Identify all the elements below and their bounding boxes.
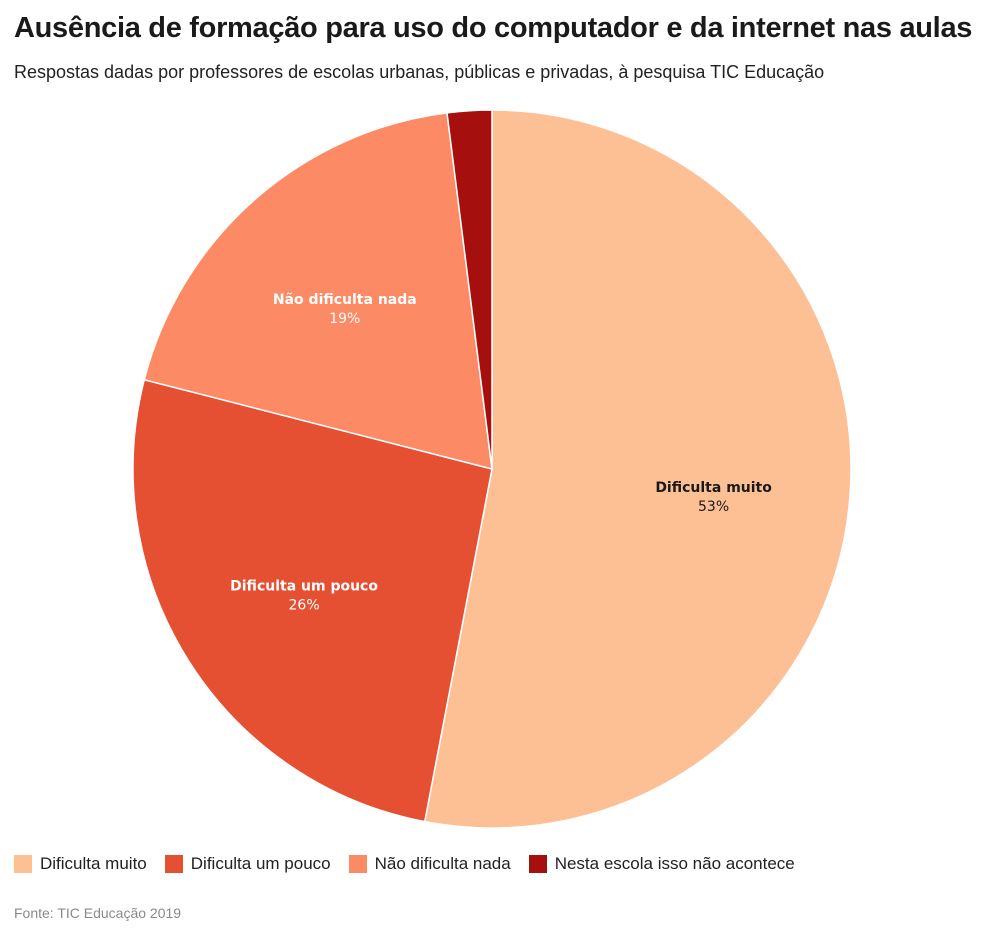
slice-value-dificulta-muito: 53% — [698, 499, 729, 515]
legend-swatch — [164, 855, 183, 873]
legend-item-dificulta-muito: Dificulta muito — [14, 854, 147, 874]
pie-chart: Dificulta muito 53% Dificulta um pouco 26% N… — [132, 109, 852, 829]
slice-value-dificulta-um-pouco: 26% — [289, 597, 320, 613]
pie-slice-dificulta-muito — [423, 109, 852, 829]
legend-swatch — [14, 855, 32, 873]
legend-swatch — [528, 855, 547, 873]
legend-item-nesta-escola-isso-nao-acontece: Nesta escola isso não acontece — [528, 854, 795, 874]
slice-value-nao-dificulta-nada: 19% — [329, 311, 360, 327]
source-note: Fonte: TIC Educação 2019 — [14, 905, 182, 921]
legend-item-nao-dificulta-nada: Não dificulta nada — [348, 854, 511, 874]
chart-subtitle: Respostas dadas por professores de escol… — [14, 62, 825, 82]
pie-slice-dificulta-um-pouco — [132, 378, 493, 823]
legend-label: Não dificulta nada — [374, 854, 511, 873]
slice-label-dificulta-muito: Dificulta muito — [655, 480, 772, 496]
legend-label: Dificulta um pouco — [190, 854, 331, 873]
pie-slice-nesta-escola-isso-nao-acontece — [446, 109, 493, 470]
legend-swatch — [348, 855, 367, 873]
legend: Dificulta muito Dificulta um pouco Não dif… — [14, 854, 795, 874]
legend-label: Nesta escola isso não acontece — [554, 854, 795, 873]
slice-label-dificulta-um-pouco: Dificulta um pouco — [230, 578, 378, 594]
slice-label-nao-dificulta-nada: Não dificulta nada — [273, 292, 417, 308]
legend-label: Dificulta muito — [40, 854, 147, 873]
chart-title: Ausência de formação para uso do computa… — [14, 12, 973, 44]
pie-slice-nao-dificulta-nada — [143, 111, 493, 471]
legend-item-dificulta-um-pouco: Dificulta um pouco — [164, 854, 331, 874]
